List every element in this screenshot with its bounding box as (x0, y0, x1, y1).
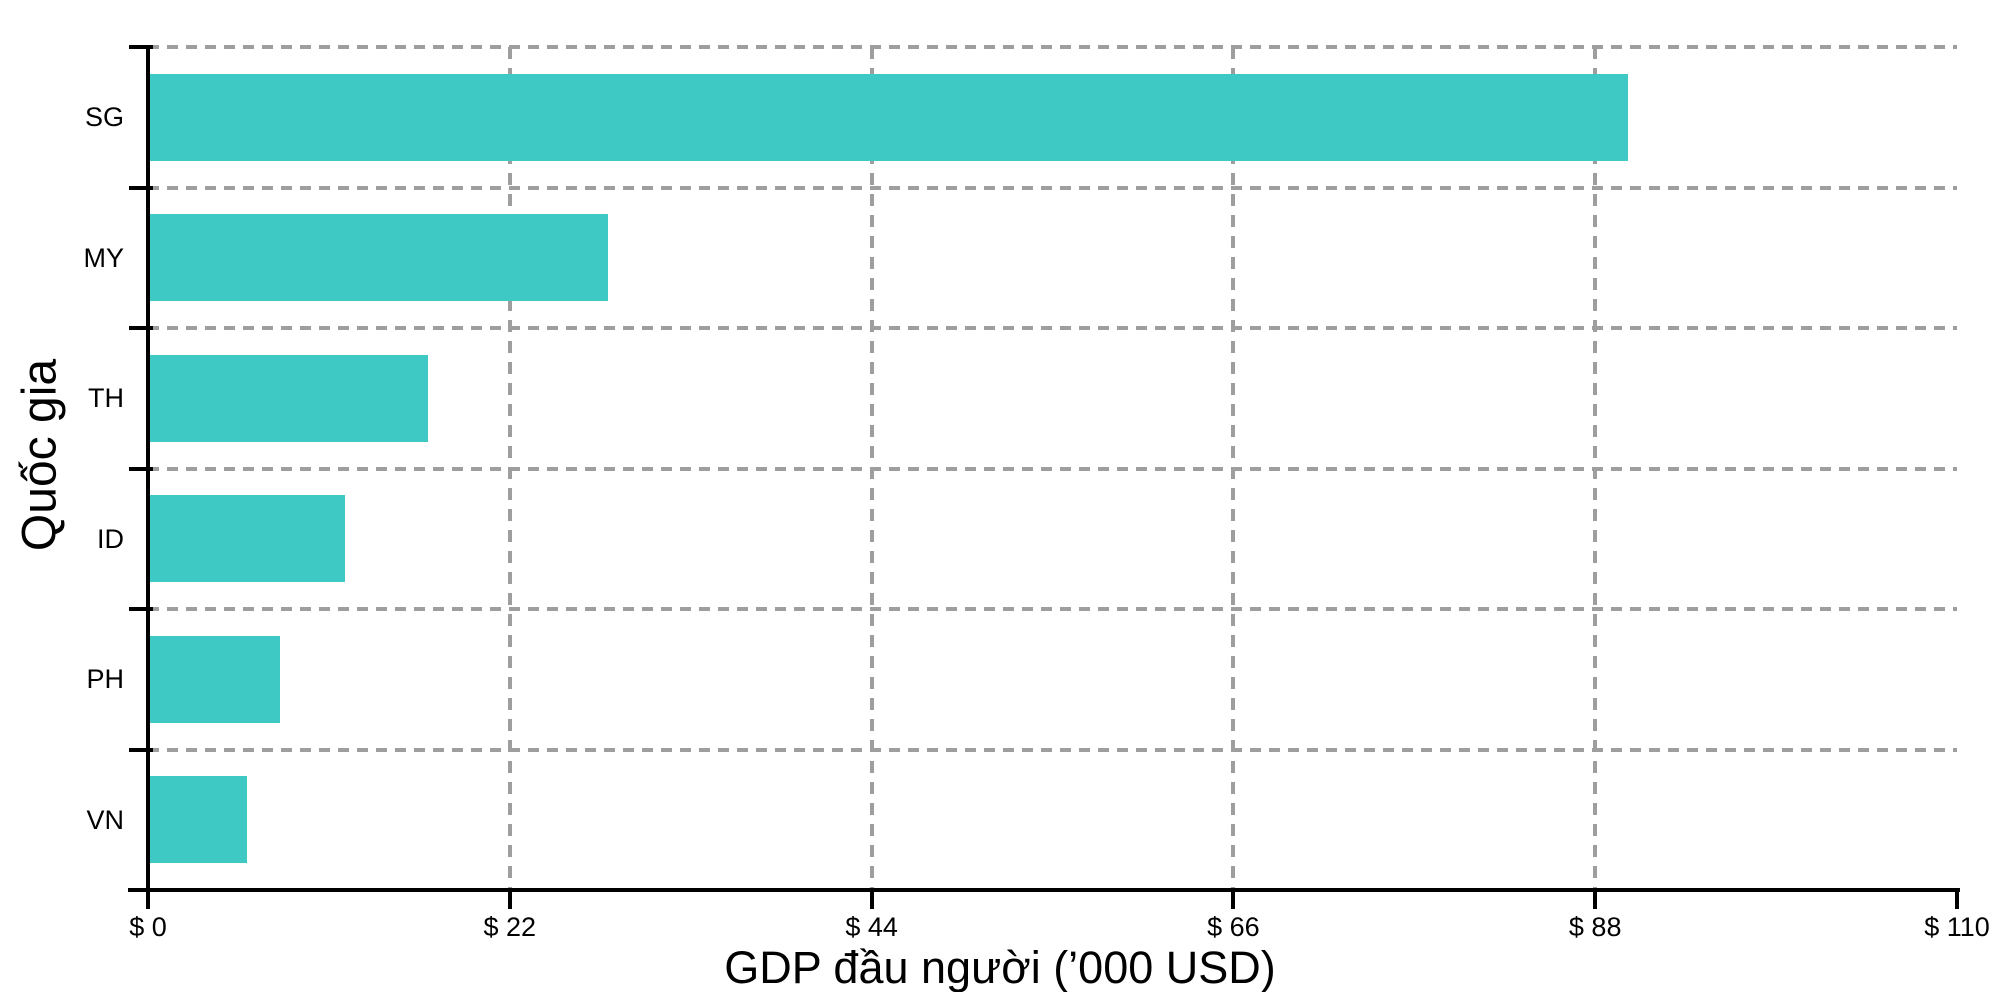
x-tick (507, 890, 512, 909)
x-tick-label: $ 110 (1924, 912, 1990, 942)
y-tick (129, 466, 153, 471)
y-tick (129, 326, 153, 330)
gridline-horizontal (148, 607, 1957, 611)
x-tick (869, 890, 874, 909)
x-tick-label: $ 0 (129, 912, 167, 942)
gridline-vertical (507, 47, 512, 890)
bar-ph (148, 635, 280, 723)
y-tick (129, 607, 153, 611)
gridline-horizontal (148, 185, 1957, 190)
x-tick (1231, 890, 1236, 909)
x-axis-title: GDP đầu người (’000 USD) (724, 942, 1276, 992)
x-tick-label: $ 66 (1207, 912, 1260, 942)
gridline-vertical (1593, 47, 1598, 890)
gridline-vertical (869, 47, 874, 890)
gridline-horizontal (148, 45, 1957, 49)
x-tick (1955, 890, 1959, 909)
gridline-horizontal (148, 466, 1957, 471)
bar-id (148, 495, 346, 583)
y-tick-label-id: ID (97, 523, 124, 554)
y-tick-label-th: TH (88, 383, 124, 414)
y-tick (129, 185, 153, 190)
gridline-horizontal (148, 747, 1957, 752)
y-tick-label-sg: SG (84, 102, 124, 133)
gridline-horizontal (148, 326, 1957, 330)
x-axis-spine (128, 888, 1960, 892)
bar-sg (148, 73, 1629, 161)
x-tick (1593, 890, 1598, 909)
bar-my (148, 214, 609, 302)
x-tick-label: $ 22 (483, 912, 537, 942)
y-tick (129, 45, 153, 49)
bar-vn (148, 776, 247, 864)
y-axis-spine (146, 47, 150, 909)
y-tick-label-vn: VN (86, 804, 124, 835)
y-tick-label-my: MY (83, 242, 125, 273)
y-tick-label-ph: PH (86, 664, 124, 695)
bar-th (148, 354, 428, 442)
y-tick (129, 747, 153, 752)
x-tick-label: $ 44 (845, 912, 898, 942)
x-tick-label: $ 88 (1568, 912, 1622, 942)
gridline-vertical (1231, 47, 1236, 890)
